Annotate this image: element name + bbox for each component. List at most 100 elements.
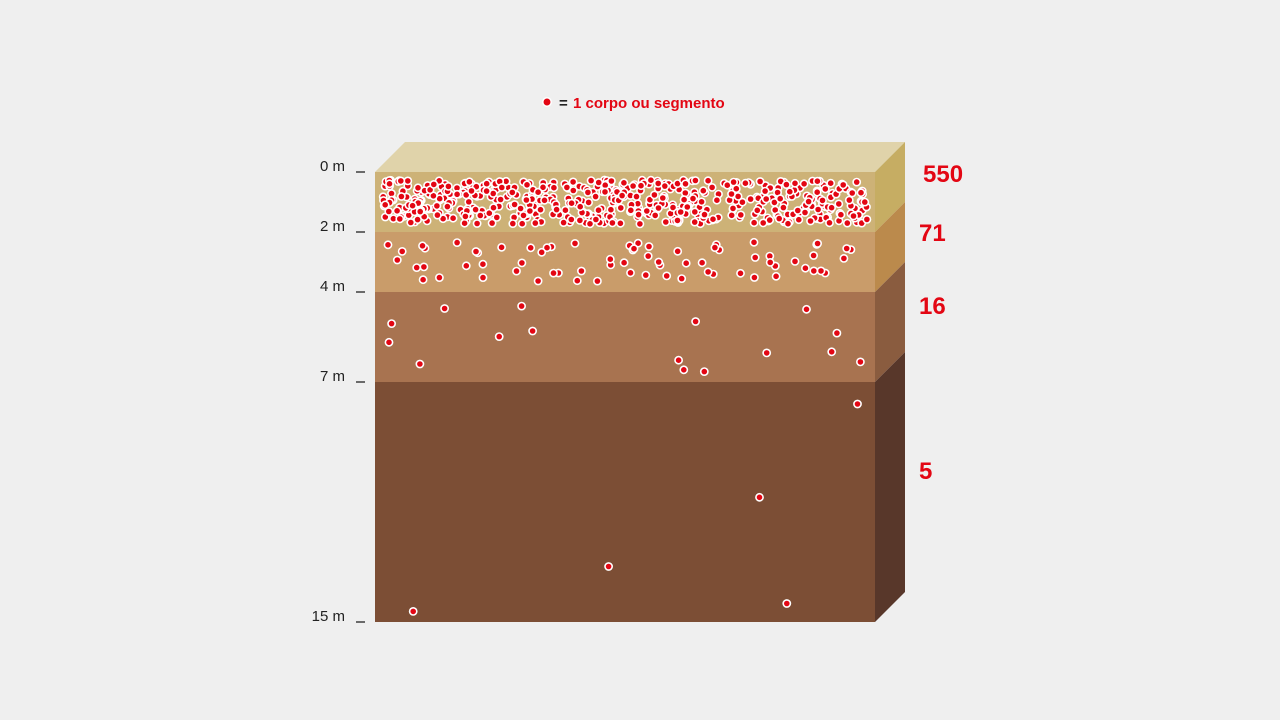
body-dot-layer-2 — [827, 347, 837, 357]
body-dot-layer-0 — [600, 187, 610, 197]
body-dot-layer-0 — [827, 203, 836, 213]
body-dot-layer-0 — [510, 200, 519, 209]
body-dot-layer-0 — [634, 210, 643, 219]
body-dot-layer-0 — [540, 195, 549, 205]
body-dot-layer-1 — [790, 256, 800, 266]
body-dot-layer-0 — [794, 215, 804, 225]
body-dot-layer-1 — [813, 239, 822, 248]
body-dot-layer-0 — [406, 218, 416, 227]
body-dot-layer-0 — [585, 219, 595, 229]
body-dot-layer-0 — [741, 178, 750, 188]
body-dot-layer-0 — [785, 187, 795, 197]
body-dot-layer-2 — [384, 337, 394, 347]
body-dot-layer-0 — [519, 210, 528, 220]
body-dot-layer-0 — [591, 215, 601, 224]
body-dot-layer-0 — [806, 216, 815, 226]
body-dot-layer-0 — [779, 203, 788, 212]
body-dot-layer-0 — [729, 177, 738, 187]
body-dot-layer-3 — [782, 599, 792, 608]
body-dot-layer-0 — [793, 206, 803, 215]
body-dot-layer-0 — [708, 214, 718, 224]
body-dot-layer-1 — [577, 266, 586, 276]
body-dot-layer-0 — [813, 176, 822, 186]
body-dot-layer-0 — [443, 181, 453, 191]
body-dot-layer-0 — [525, 206, 535, 216]
body-dot-layer-1 — [626, 268, 635, 278]
body-dot-layer-0 — [413, 183, 423, 193]
body-dot-layer-0 — [691, 176, 700, 185]
body-dot-layer-1 — [643, 251, 653, 261]
body-dot-layer-0 — [403, 176, 413, 186]
body-dot-layer-1 — [570, 238, 580, 248]
body-dot-layer-2 — [832, 328, 842, 338]
body-dot-layer-1 — [418, 241, 427, 251]
body-dot-layer-0 — [475, 211, 485, 220]
body-dot-layer-0 — [530, 218, 540, 228]
body-dot-layer-0 — [774, 214, 784, 223]
body-dot-layer-0 — [583, 187, 593, 197]
legend-dot-icon — [542, 97, 552, 107]
body-dot-layer-0 — [736, 210, 746, 220]
body-dot-layer-1 — [478, 259, 488, 269]
layer-count: 71 — [919, 220, 946, 247]
body-dot-layer-0 — [862, 214, 872, 224]
body-dot-layer-0 — [813, 205, 823, 214]
body-dot-layer-0 — [661, 217, 671, 227]
body-dot-layer-2 — [440, 304, 449, 313]
depth-label: 7 m — [320, 368, 345, 385]
legend: = 1 corpo ou segmento — [542, 95, 725, 112]
body-dot-layer-2 — [679, 365, 689, 375]
body-dot-layer-3 — [408, 607, 418, 616]
body-dot-layer-1 — [471, 247, 481, 256]
body-dot-layer-0 — [688, 194, 698, 203]
depth-label: 4 m — [320, 278, 345, 295]
body-dot-layer-2 — [802, 304, 811, 314]
body-dot-layer-2 — [762, 348, 772, 358]
body-dot-layer-1 — [697, 258, 707, 268]
depth-label: 2 m — [320, 218, 345, 235]
body-dot-layer-0 — [619, 178, 629, 188]
body-dot-layer-0 — [825, 218, 834, 228]
body-dot-layer-1 — [619, 258, 629, 268]
body-dot-layer-0 — [380, 200, 390, 210]
body-dot-layer-0 — [673, 215, 682, 225]
body-dot-layer-0 — [847, 188, 857, 198]
body-dot-layer-0 — [842, 218, 852, 228]
body-dot-layer-0 — [561, 205, 570, 215]
body-dot-layer-0 — [761, 194, 771, 204]
body-dot-layer-0 — [707, 182, 717, 192]
body-dot-layer-0 — [658, 193, 668, 203]
body-dot-layer-1 — [461, 261, 471, 271]
body-dot-layer-1 — [801, 263, 810, 273]
depth-label: 0 m — [320, 158, 345, 175]
body-dot-layer-1 — [392, 255, 402, 265]
body-dot-layer-2 — [387, 319, 396, 328]
body-dot-layer-0 — [608, 218, 617, 228]
body-dot-layer-2 — [674, 355, 683, 365]
body-dot-layer-0 — [698, 186, 708, 196]
body-dot-layer-0 — [628, 181, 638, 191]
layer-count: 16 — [919, 293, 946, 320]
body-dot-layer-0 — [703, 176, 713, 186]
body-dot-layer-0 — [568, 177, 578, 187]
body-dot-layer-0 — [636, 181, 646, 191]
body-dot-layer-0 — [492, 212, 502, 222]
body-dot-layer-0 — [856, 188, 866, 198]
body-dot-layer-1 — [537, 247, 547, 257]
body-dot-layer-0 — [818, 195, 827, 205]
body-dot-layer-0 — [746, 194, 755, 204]
body-dot-layer-0 — [616, 203, 626, 213]
body-dot-layer-1 — [533, 276, 543, 286]
body-dot-layer-0 — [448, 213, 458, 223]
layer-count: 5 — [919, 458, 932, 485]
body-dot-layer-0 — [607, 176, 616, 186]
body-dot-layer-0 — [594, 205, 603, 215]
body-dot-layer-0 — [575, 202, 585, 212]
soil-block — [375, 142, 905, 622]
body-dot-layer-1 — [677, 274, 687, 283]
body-dot-layer-0 — [679, 195, 689, 205]
body-dot-layer-1 — [397, 246, 407, 256]
body-dot-layer-0 — [549, 183, 559, 193]
body-dot-layer-0 — [568, 186, 578, 195]
body-dot-layer-0 — [507, 187, 517, 197]
